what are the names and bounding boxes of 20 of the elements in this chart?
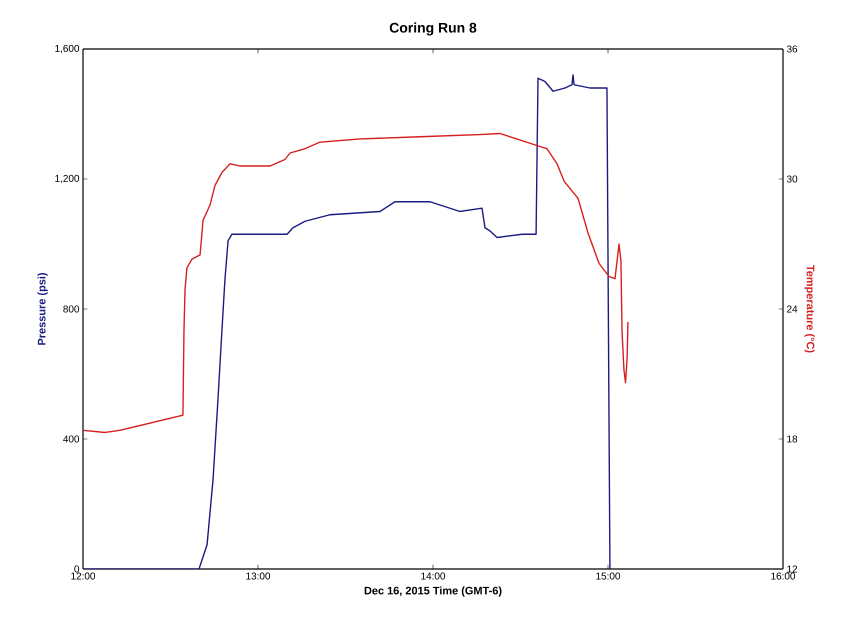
y2-tick-label: 18 — [787, 435, 798, 443]
y2-axis-title: Temperature (°C) — [804, 265, 815, 353]
y-axis-title: Pressure (psi) — [38, 273, 48, 345]
x-tick-label: 13:00 — [246, 572, 270, 580]
chart-title: Coring Run 8 — [390, 22, 476, 36]
x-tick-label: 16:00 — [771, 572, 796, 580]
x-axis-title: Dec 16, 2015 Time (GMT-6) — [364, 586, 502, 597]
x-tick-label: 14:00 — [421, 572, 446, 580]
line-series — [83, 74, 611, 569]
y2-tick-label: 12 — [787, 566, 798, 572]
x-tick-label: 15:00 — [596, 572, 620, 580]
y2-tick-label: 24 — [787, 306, 798, 312]
x-tick-label: 12:00 — [71, 572, 96, 580]
y2-tick-label: 36 — [786, 45, 798, 53]
y2-tick-label: 30 — [786, 175, 798, 183]
y-tick-label: 400 — [63, 435, 80, 443]
y-tick-label: 800 — [63, 305, 80, 313]
y-tick-label: 0 — [74, 565, 80, 573]
y-tick-label: 1,600 — [55, 44, 80, 54]
y-tick-label: 1,200 — [55, 174, 80, 184]
